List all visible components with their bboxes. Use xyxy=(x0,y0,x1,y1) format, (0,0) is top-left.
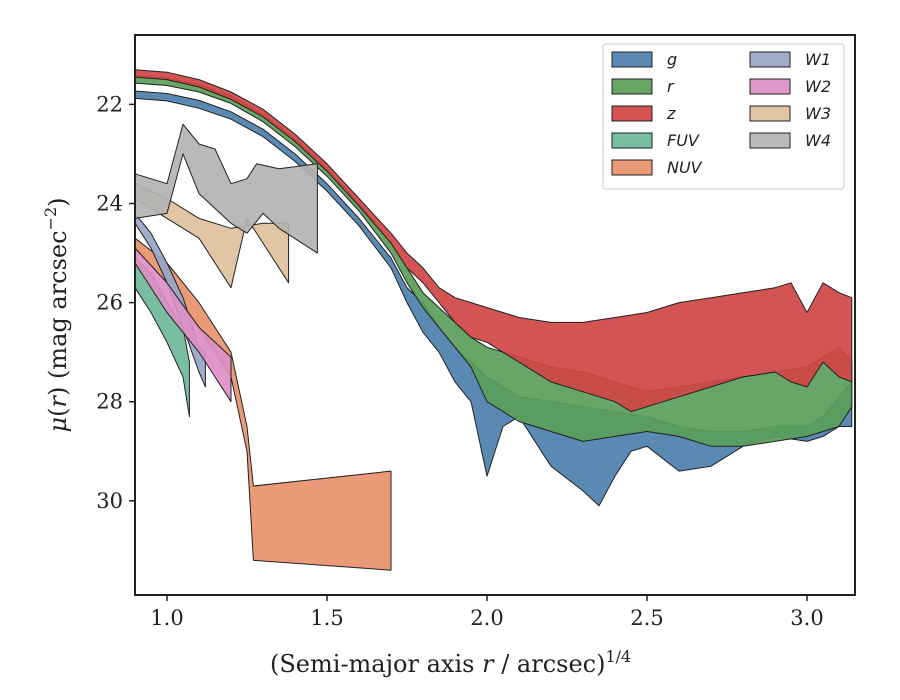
data-bands xyxy=(134,69,853,571)
x-tick-label: 3.0 xyxy=(790,606,823,630)
legend-label: FUV xyxy=(667,131,700,150)
legend-item-z: z xyxy=(611,104,676,123)
legend-swatch xyxy=(611,105,653,122)
legend: grz FUV NUV W1 W2 W3 W4 xyxy=(602,43,845,190)
y-axis-ticks: 22 24 26 28 30 xyxy=(96,92,135,513)
svg-text:(Semi-major axis r / arcsec)1/: (Semi-major axis r / arcsec)1/4 xyxy=(270,647,631,678)
x-axis-label: (Semi-major axis r / arcsec)1/4 xyxy=(270,647,631,678)
legend-swatch xyxy=(611,78,653,95)
legend-swatch xyxy=(611,132,653,149)
legend-label: NUV xyxy=(667,158,703,177)
legend-label: g xyxy=(667,50,677,69)
x-tick-label: 1.0 xyxy=(150,606,183,630)
legend-item-w2: W2 xyxy=(749,77,831,96)
legend-item-r: r xyxy=(611,77,675,96)
legend-label: W2 xyxy=(805,77,831,96)
x-tick-label: 2.0 xyxy=(470,606,503,630)
band-w2 xyxy=(134,247,232,403)
legend-label: W3 xyxy=(805,104,831,123)
legend-swatch xyxy=(611,51,653,68)
band-w3 xyxy=(134,183,290,289)
legend-swatch xyxy=(749,132,791,149)
legend-label: W1 xyxy=(805,50,831,69)
band-w1 xyxy=(134,212,206,388)
band-w4 xyxy=(134,123,318,254)
y-tick-label: 26 xyxy=(96,291,123,315)
band-z xyxy=(134,69,853,413)
legend-label: z xyxy=(666,104,676,123)
legend-label: r xyxy=(667,77,675,96)
x-tick-label: 1.5 xyxy=(310,606,343,630)
legend-item-fuv: FUV xyxy=(611,131,700,150)
band-r xyxy=(134,75,853,447)
legend-swatch xyxy=(611,159,653,176)
plot-frame xyxy=(134,34,856,596)
legend-item-w3: W3 xyxy=(749,104,831,123)
x-axis-ticks: 1.0 1.5 2.0 2.5 3.0 xyxy=(150,595,824,630)
legend-swatch xyxy=(749,78,791,95)
y-tick-label: 22 xyxy=(96,92,123,116)
legend-label: W4 xyxy=(805,131,831,150)
svg-text:μ(r) (mag arcsec−2): μ(r) (mag arcsec−2) xyxy=(41,197,72,432)
y-tick-label: 30 xyxy=(96,489,123,513)
legend-swatch xyxy=(749,105,791,122)
legend-item-g: g xyxy=(611,50,677,69)
y-tick-label: 28 xyxy=(96,390,123,414)
legend-item-w1: W1 xyxy=(749,50,831,69)
x-tick-label: 2.5 xyxy=(630,606,663,630)
y-tick-label: 24 xyxy=(96,191,123,215)
legend-swatch xyxy=(749,51,791,68)
legend-item-nuv: NUV xyxy=(611,158,703,177)
legend-item-w4: W4 xyxy=(749,131,831,150)
y-axis-label: μ(r) (mag arcsec−2) xyxy=(41,197,72,432)
